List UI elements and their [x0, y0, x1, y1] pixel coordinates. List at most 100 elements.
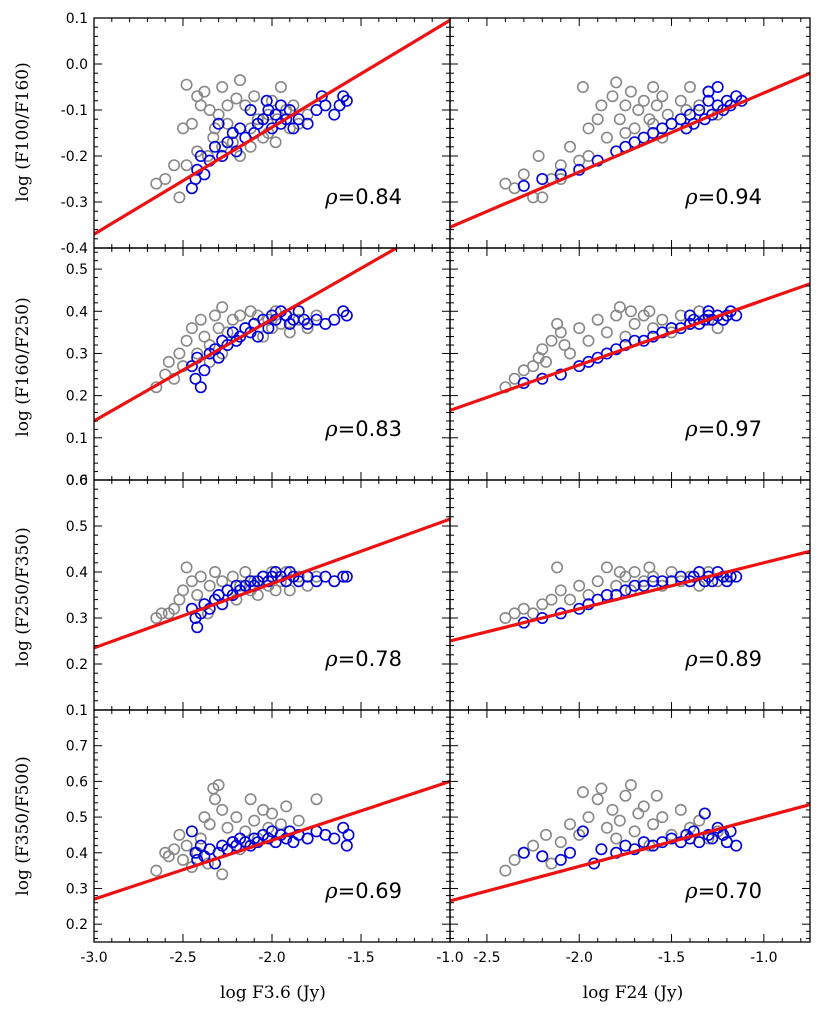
data-point-all [539, 828, 552, 841]
data-point-all [554, 584, 567, 597]
rho-symbol: ρ [324, 185, 338, 209]
y-tick-label: 0.4 [66, 565, 88, 581]
x-tick-label: -3.0 [80, 950, 107, 966]
data-point-all [582, 122, 595, 135]
data-point-selected [536, 850, 549, 863]
data-point-selected [656, 122, 669, 135]
rho-annotation: ρ=0.89 [684, 647, 762, 671]
y-tick-label: -0.1 [61, 103, 88, 119]
data-point-all [180, 159, 193, 172]
data-point-all [508, 607, 521, 620]
data-point-all [628, 122, 641, 135]
data-point-selected [576, 825, 589, 838]
data-point-all [573, 322, 586, 335]
data-point-selected [563, 846, 576, 859]
data-point-all [600, 131, 613, 144]
data-point-selected [234, 122, 247, 135]
plot-area [450, 71, 810, 229]
data-point-all [674, 94, 687, 107]
y-tick-label: 0.5 [66, 810, 88, 826]
data-point-all [643, 561, 656, 574]
data-point-all [693, 99, 706, 112]
data-point-all [637, 800, 650, 813]
data-point-all [185, 322, 198, 335]
data-point-all [177, 853, 190, 866]
x-tick-label: -1.5 [347, 950, 374, 966]
data-point-all [168, 602, 181, 615]
data-point-all [194, 832, 207, 845]
data-point-all [221, 99, 234, 112]
data-point-all [191, 588, 204, 601]
data-point-all [234, 74, 247, 87]
data-point-all [532, 150, 545, 163]
rho-symbol: ρ [684, 417, 698, 441]
data-point-all [162, 355, 175, 368]
data-point-all [209, 793, 222, 806]
data-point-all [527, 360, 540, 373]
data-point-selected [595, 843, 608, 856]
data-point-selected [194, 381, 207, 394]
data-point-all [499, 611, 512, 624]
data-point-all [647, 81, 660, 94]
rho-symbol: ρ [684, 185, 698, 209]
rho-symbol: ρ [684, 879, 698, 903]
plot-area [94, 778, 450, 901]
data-point-all [180, 839, 193, 852]
rho-annotation: ρ=0.83 [324, 417, 402, 441]
data-point-selected [730, 570, 743, 583]
y-tick-label: 0.0 [66, 57, 88, 73]
data-point-all [637, 575, 650, 588]
data-point-all [508, 853, 521, 866]
data-point-selected [340, 94, 353, 107]
data-point-all [650, 99, 663, 112]
data-point-all [624, 305, 637, 318]
rho-value: =0.97 [698, 417, 762, 441]
data-point-selected [706, 832, 719, 845]
data-point-selected [260, 94, 273, 107]
data-point-all [234, 309, 247, 322]
data-point-selected [674, 570, 687, 583]
data-point-all [180, 561, 193, 574]
data-point-all [216, 868, 229, 881]
data-point-selected [185, 825, 198, 838]
plot-area [450, 282, 810, 412]
data-point-selected [698, 807, 711, 820]
data-point-selected [730, 839, 743, 852]
data-point-selected [244, 104, 257, 117]
data-point-all [674, 803, 687, 816]
data-point-selected [216, 150, 229, 163]
data-point-all [624, 85, 637, 98]
data-point-all [310, 309, 323, 322]
y-axis-labels: log (F100/F160) log (F160/F250) log (F25… [13, 62, 33, 895]
data-point-all [582, 588, 595, 601]
data-point-all [632, 807, 645, 820]
data-point-selected [702, 85, 715, 98]
data-point-all [239, 565, 252, 578]
plot-area [450, 778, 810, 903]
panel-row1-left: 0.1 0.0 -0.1 -0.2 -0.3 -0.4 ρ=0.84 [61, 11, 451, 257]
data-point-selected [647, 127, 660, 140]
data-point-selected [212, 351, 225, 364]
data-point-all [209, 309, 222, 322]
data-point-all [591, 113, 604, 126]
data-point-all [248, 90, 261, 103]
data-point-selected [536, 173, 549, 186]
data-point-selected [711, 81, 724, 94]
data-point-all [610, 832, 623, 845]
y-tick-label: 0.1 [66, 431, 88, 447]
y-tick-label: 0.7 [66, 739, 88, 755]
data-point-all [310, 570, 323, 583]
data-point-all [274, 818, 287, 831]
data-point-all [269, 136, 282, 149]
data-point-all [203, 818, 216, 831]
plot-area [94, 18, 450, 236]
y-label-row2: log (F160/F250) [13, 297, 33, 436]
y-tick-label: 0.2 [66, 657, 88, 673]
data-point-selected [340, 570, 353, 583]
rho-annotation: ρ=0.97 [684, 417, 762, 441]
data-point-all [198, 85, 211, 98]
data-point-all [619, 99, 632, 112]
y-tick-label: 0.3 [66, 611, 88, 627]
rho-annotation: ρ=0.84 [324, 185, 402, 209]
